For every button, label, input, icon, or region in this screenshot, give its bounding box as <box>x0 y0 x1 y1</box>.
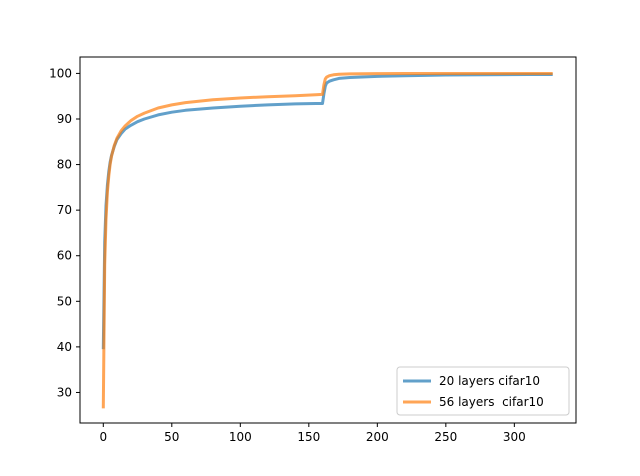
y-tick-label: 80 <box>57 158 72 172</box>
y-tick-label: 30 <box>57 385 72 399</box>
x-tick-label: 0 <box>99 430 107 444</box>
y-tick-label: 40 <box>57 340 72 354</box>
y-tick-label: 100 <box>49 66 72 80</box>
x-tick-label: 250 <box>434 430 457 444</box>
plot-lines <box>101 72 553 409</box>
y-tick-label: 60 <box>57 249 72 263</box>
y-tick-label: 90 <box>57 112 72 126</box>
x-tick-label: 100 <box>229 430 252 444</box>
y-tick-label: 70 <box>57 203 72 217</box>
y-axis: 30 40 50 60 70 80 90 100 <box>49 66 80 399</box>
x-axis: 0 50 100 150 200 250 300 <box>99 423 526 444</box>
legend-label-1: 20 layers cifar10 <box>439 374 540 388</box>
legend-label-2: 56 layers cifar10 <box>439 395 544 409</box>
legend: 20 layers cifar10 56 layers cifar10 <box>396 366 570 416</box>
x-tick-label: 200 <box>366 430 389 444</box>
x-tick-label: 150 <box>297 430 320 444</box>
x-tick-label: 300 <box>503 430 526 444</box>
series-line-1 <box>101 73 553 350</box>
x-tick-label: 50 <box>164 430 179 444</box>
series-line-2 <box>101 72 553 409</box>
legend-box <box>396 366 570 416</box>
y-tick-label: 50 <box>57 294 72 308</box>
plot-frame <box>79 56 577 424</box>
